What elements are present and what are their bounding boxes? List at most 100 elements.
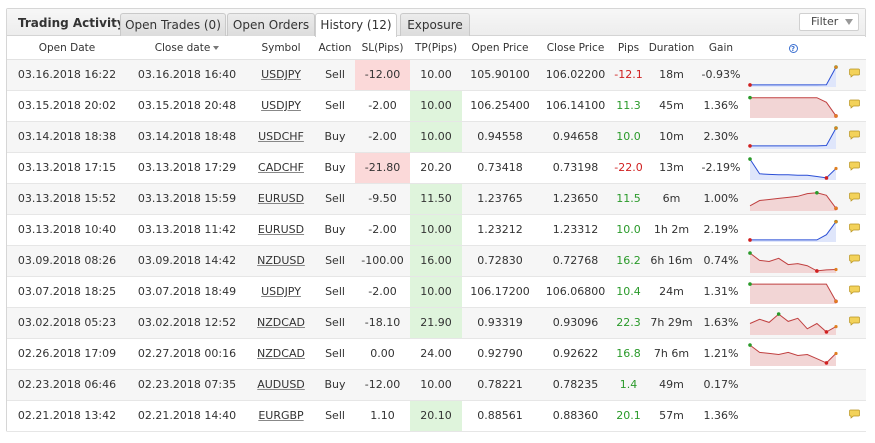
cell-sl: -12.00 — [355, 59, 410, 91]
col-close-price[interactable]: Close Price — [538, 37, 613, 60]
sparkline-end-marker — [834, 125, 838, 130]
sparkline-max-marker — [776, 311, 781, 316]
col-gain[interactable]: Gain — [699, 37, 743, 60]
symbol-link[interactable]: EURGBP — [258, 409, 304, 422]
speech-bubble-icon[interactable] — [849, 409, 860, 419]
cell-gain: 0.74% — [699, 245, 743, 277]
cell-comment — [843, 307, 866, 339]
cell-open-price: 0.72830 — [462, 245, 538, 277]
cell-open-price: 1.23212 — [462, 214, 538, 246]
cell-gain: 1.36% — [699, 400, 743, 432]
cell-open-date: 02.21.2018 13:42 — [7, 400, 127, 432]
col-tp[interactable]: TP(Pips) — [410, 37, 462, 60]
trading-activity-panel: Trading Activity Open Trades (0) Open Or… — [6, 8, 866, 432]
cell-symbol: AUDUSD — [247, 369, 315, 401]
symbol-link[interactable]: CADCHF — [258, 161, 304, 174]
cell-close-price: 0.72768 — [538, 245, 613, 277]
cell-duration: 6h 16m — [644, 245, 699, 277]
cell-duration: 1h 2m — [644, 214, 699, 246]
col-symbol[interactable]: Symbol — [247, 37, 315, 60]
sparkline-area — [750, 97, 836, 118]
sparkline-area — [750, 252, 836, 273]
symbol-link[interactable]: USDJPY — [261, 68, 301, 81]
cell-action: Sell — [315, 90, 355, 122]
cell-duration: 18m — [644, 59, 699, 91]
speech-bubble-icon[interactable] — [849, 223, 860, 233]
cell-tp: 10.00 — [410, 121, 462, 153]
symbol-link[interactable]: USDCHF — [258, 130, 304, 143]
cell-sl: -2.00 — [355, 90, 410, 122]
tab-open-orders[interactable]: Open Orders — [227, 13, 315, 36]
col-close-date[interactable]: Close date — [127, 37, 247, 60]
cell-tp: 20.10 — [410, 400, 462, 432]
sparkline-line — [750, 127, 837, 146]
cell-symbol: CADCHF — [247, 152, 315, 184]
cell-action: Sell — [315, 307, 355, 339]
sparkline-end-marker — [834, 166, 838, 170]
cell-pips: 16.2 — [613, 245, 644, 277]
symbol-link[interactable]: USDJPY — [261, 285, 301, 298]
cell-close-date: 03.07.2018 18:49 — [127, 276, 247, 308]
symbol-link[interactable]: EURUSD — [257, 192, 305, 205]
col-pips[interactable]: Pips — [613, 37, 644, 60]
speech-bubble-icon[interactable] — [849, 254, 860, 264]
symbol-link[interactable]: EURUSD — [257, 223, 305, 236]
tab-exposure[interactable]: Exposure — [400, 13, 470, 36]
col-action[interactable]: Action — [315, 37, 355, 60]
tab-open-trades[interactable]: Open Trades (0) — [120, 13, 226, 36]
symbol-link[interactable]: NZDUSD — [257, 254, 305, 267]
sparkline-end-marker — [834, 267, 838, 271]
symbol-link[interactable]: USDJPY — [261, 99, 301, 112]
sparkline-area — [750, 66, 836, 87]
history-table: Open Date Close date Symbol Action SL(Pi… — [7, 37, 866, 432]
cell-close-date: 03.13.2018 17:29 — [127, 152, 247, 184]
speech-bubble-icon[interactable] — [849, 68, 860, 78]
symbol-link[interactable]: NZDCAD — [257, 316, 305, 329]
cell-gain: 1.63% — [699, 307, 743, 339]
sparkline-max-marker — [748, 342, 752, 347]
cell-pips: 1.4 — [613, 369, 644, 401]
cell-sparkline — [743, 59, 843, 91]
sparkline-end-marker — [834, 324, 838, 328]
cell-sl: -2.00 — [355, 121, 410, 153]
cell-duration: 10m — [644, 121, 699, 153]
cell-sl: -9.50 — [355, 183, 410, 215]
speech-bubble-icon[interactable] — [849, 316, 860, 326]
col-open-price[interactable]: Open Price — [462, 37, 538, 60]
table-header-row: Open Date Close date Symbol Action SL(Pi… — [7, 37, 866, 60]
cell-pips: 20.1 — [613, 400, 644, 432]
cell-comment — [843, 90, 866, 122]
cell-sparkline — [743, 276, 843, 308]
cell-sparkline — [743, 338, 843, 370]
cell-duration: 24m — [644, 276, 699, 308]
sort-desc-icon — [213, 45, 220, 50]
cell-action: Buy — [315, 121, 355, 153]
cell-sparkline — [743, 400, 843, 432]
speech-bubble-icon[interactable] — [849, 99, 860, 109]
cell-sl: -100.00 — [355, 245, 410, 277]
speech-bubble-icon[interactable] — [849, 130, 860, 140]
trade-sparkline — [748, 281, 838, 304]
col-duration[interactable]: Duration — [644, 37, 699, 60]
cell-pips: 22.3 — [613, 307, 644, 339]
speech-bubble-icon[interactable] — [849, 285, 860, 295]
cell-open-price: 0.93319 — [462, 307, 538, 339]
col-sl[interactable]: SL(Pips) — [355, 37, 410, 60]
cell-sparkline — [743, 307, 843, 339]
help-icon[interactable]: ? — [788, 43, 798, 53]
symbol-link[interactable]: NZDCAD — [257, 347, 305, 360]
symbol-link[interactable]: AUDUSD — [257, 378, 305, 391]
speech-bubble-icon[interactable] — [849, 161, 860, 171]
cell-symbol: NZDCAD — [247, 338, 315, 370]
cell-sl: 0.00 — [355, 338, 410, 370]
cell-action: Sell — [315, 276, 355, 308]
tab-history[interactable]: History (12) — [315, 13, 397, 37]
cell-sl: -2.00 — [355, 276, 410, 308]
col-open-date[interactable]: Open Date — [7, 37, 127, 60]
sparkline-area — [750, 344, 836, 366]
cell-gain: 2.19% — [699, 214, 743, 246]
trade-sparkline — [748, 95, 838, 118]
speech-bubble-icon[interactable] — [849, 192, 860, 202]
table-row: 03.02.2018 05:23 03.02.2018 12:52 NZDCAD Se… — [7, 307, 866, 339]
filter-dropdown[interactable]: Filter — [799, 13, 859, 31]
